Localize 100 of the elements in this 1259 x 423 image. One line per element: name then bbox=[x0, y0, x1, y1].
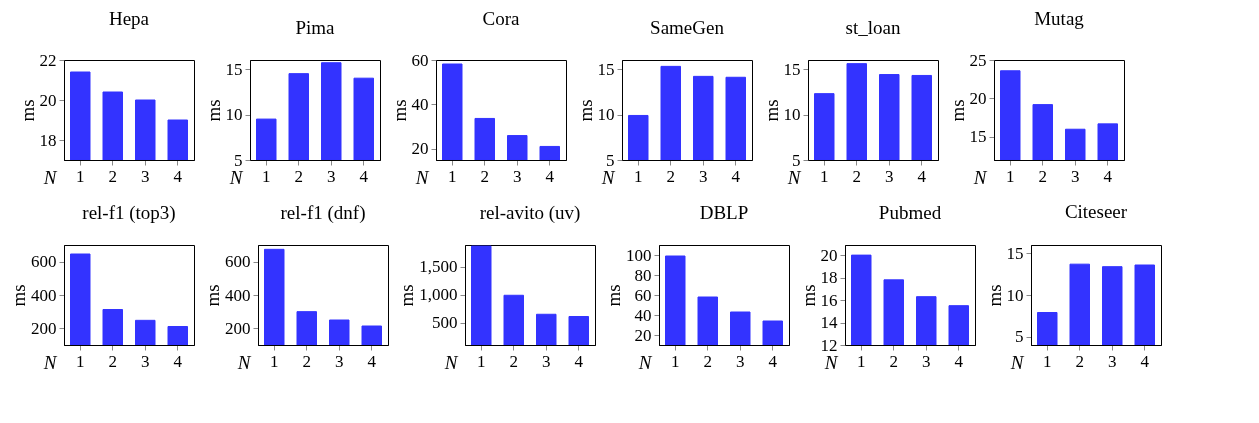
x-tick-label: 4 bbox=[367, 351, 377, 371]
x-tick-label: 4 bbox=[768, 351, 778, 371]
x-tick-label: 2 bbox=[294, 166, 303, 186]
x-tick-label: 1 bbox=[448, 166, 457, 186]
x-tick-label: 1 bbox=[76, 351, 85, 371]
y-tick-label: 15 bbox=[783, 59, 801, 79]
x-tick-label: 3 bbox=[1071, 166, 1080, 186]
x-tick-label: 4 bbox=[954, 351, 964, 371]
y-tick-label: 15 bbox=[597, 59, 615, 79]
x-tick-label: 4 bbox=[1140, 351, 1150, 371]
chart-title: SameGen bbox=[650, 17, 725, 38]
chart-title: Hepa bbox=[108, 8, 150, 29]
x-axis-title: N bbox=[42, 351, 58, 373]
y-tick-label: 15 bbox=[1006, 243, 1024, 263]
x-tick-label: 1 bbox=[1006, 166, 1015, 186]
y-tick-label: 10 bbox=[783, 105, 801, 125]
x-tick-label: 1 bbox=[820, 166, 829, 186]
x-tick-label: 3 bbox=[141, 351, 150, 371]
y-tick-label: 60 bbox=[634, 285, 652, 305]
x-axis-title: N bbox=[443, 351, 459, 373]
y-tick-label: 10 bbox=[225, 105, 243, 125]
x-tick-label: 3 bbox=[513, 166, 522, 186]
y-tick-label: 1,500 bbox=[419, 257, 458, 277]
x-tick-label: 2 bbox=[852, 166, 861, 186]
y-tick-label: 16 bbox=[820, 290, 838, 310]
chart-title: rel-avito (uv) bbox=[479, 202, 581, 224]
x-tick-label: 1 bbox=[857, 351, 866, 371]
y-tick-label: 1,000 bbox=[419, 285, 458, 305]
chart-title: DBLP bbox=[699, 202, 749, 223]
y-axis-title: ms bbox=[16, 99, 38, 122]
x-tick-label: 4 bbox=[545, 166, 555, 186]
y-tick-label: 20 bbox=[634, 325, 652, 345]
y-tick-label: 40 bbox=[634, 305, 652, 325]
y-axis-title: ms bbox=[603, 284, 624, 307]
x-tick-label: 4 bbox=[574, 351, 584, 371]
x-tick-label: 3 bbox=[542, 351, 551, 371]
y-axis-title: ms bbox=[388, 99, 410, 122]
y-tick-label: 600 bbox=[225, 252, 251, 272]
chart-title: Citeseer bbox=[1064, 201, 1128, 223]
chart-title: Cora bbox=[482, 8, 521, 29]
y-tick-label: 40 bbox=[411, 94, 429, 114]
y-axis-title: ms bbox=[202, 99, 224, 122]
x-tick-label: 4 bbox=[1103, 166, 1113, 186]
y-tick-label: 5 bbox=[1015, 327, 1024, 347]
x-tick-label: 1 bbox=[671, 351, 680, 371]
x-tick-label: 3 bbox=[335, 351, 344, 371]
chart-title: rel-f1 (dnf) bbox=[280, 202, 366, 224]
y-axis-title: ms bbox=[396, 284, 418, 307]
chart-title: st_loan bbox=[845, 17, 901, 38]
x-tick-label: 2 bbox=[509, 351, 518, 371]
x-axis-title: N bbox=[414, 166, 430, 188]
y-tick-label: 200 bbox=[225, 318, 251, 338]
y-tick-label: 20 bbox=[820, 245, 838, 265]
y-tick-label: 18 bbox=[820, 268, 838, 288]
y-axis-title: ms bbox=[983, 284, 1005, 307]
y-tick-label: 60 bbox=[411, 50, 429, 70]
y-tick-label: 100 bbox=[626, 245, 652, 265]
x-tick-label: 2 bbox=[480, 166, 489, 186]
x-axis-title: N bbox=[42, 166, 58, 188]
x-tick-label: 1 bbox=[262, 166, 271, 186]
y-tick-label: 80 bbox=[634, 265, 652, 285]
y-tick-label: 200 bbox=[31, 318, 57, 338]
x-tick-label: 3 bbox=[699, 166, 708, 186]
x-tick-label: 3 bbox=[922, 351, 931, 371]
x-tick-label: 2 bbox=[108, 351, 117, 371]
x-axis-title: N bbox=[1009, 351, 1025, 373]
x-tick-label: 2 bbox=[703, 351, 712, 371]
x-axis-title: N bbox=[972, 166, 988, 188]
x-tick-label: 2 bbox=[1038, 166, 1047, 186]
x-tick-label: 2 bbox=[1075, 351, 1084, 371]
x-tick-label: 1 bbox=[634, 166, 643, 186]
x-axis-title: N bbox=[637, 351, 653, 373]
chart-title: Mutag bbox=[1034, 8, 1085, 29]
x-tick-label: 1 bbox=[270, 351, 279, 371]
chart-title: rel-f1 (top3) bbox=[82, 202, 176, 224]
chart-title: Pubmed bbox=[878, 202, 942, 223]
x-tick-label: 4 bbox=[173, 351, 183, 371]
x-tick-label: 3 bbox=[327, 166, 336, 186]
y-axis-title: ms bbox=[760, 99, 782, 122]
x-tick-label: 1 bbox=[76, 166, 85, 186]
chart-title: Pima bbox=[295, 17, 336, 38]
x-tick-label: 4 bbox=[173, 166, 183, 186]
x-tick-label: 2 bbox=[108, 166, 117, 186]
y-tick-label: 15 bbox=[969, 127, 987, 147]
y-axis-title: ms bbox=[574, 99, 596, 122]
x-axis-title: N bbox=[236, 351, 252, 373]
x-tick-label: 2 bbox=[302, 351, 311, 371]
y-tick-label: 10 bbox=[1006, 285, 1024, 305]
y-tick-label: 25 bbox=[969, 50, 987, 70]
y-axis-title: ms bbox=[202, 284, 223, 307]
y-tick-label: 18 bbox=[39, 130, 57, 150]
x-tick-label: 2 bbox=[889, 351, 898, 371]
y-tick-label: 15 bbox=[225, 59, 243, 79]
x-tick-label: 4 bbox=[359, 166, 369, 186]
x-tick-label: 4 bbox=[731, 166, 741, 186]
x-tick-label: 1 bbox=[477, 351, 486, 371]
x-tick-label: 1 bbox=[1043, 351, 1052, 371]
y-tick-label: 22 bbox=[39, 50, 57, 70]
y-tick-label: 500 bbox=[432, 313, 458, 333]
x-tick-label: 3 bbox=[1108, 351, 1117, 371]
